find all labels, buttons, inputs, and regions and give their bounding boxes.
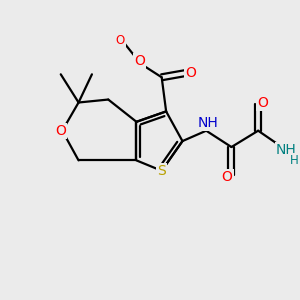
Text: NH: NH xyxy=(197,116,218,130)
Text: O: O xyxy=(134,54,145,68)
Text: H: H xyxy=(290,154,298,167)
Text: O: O xyxy=(185,66,196,80)
Text: O: O xyxy=(221,170,233,184)
Text: NH: NH xyxy=(276,143,297,157)
Text: O: O xyxy=(55,124,66,138)
Text: S: S xyxy=(157,164,166,178)
Text: O: O xyxy=(116,34,125,47)
Text: O: O xyxy=(257,95,268,110)
